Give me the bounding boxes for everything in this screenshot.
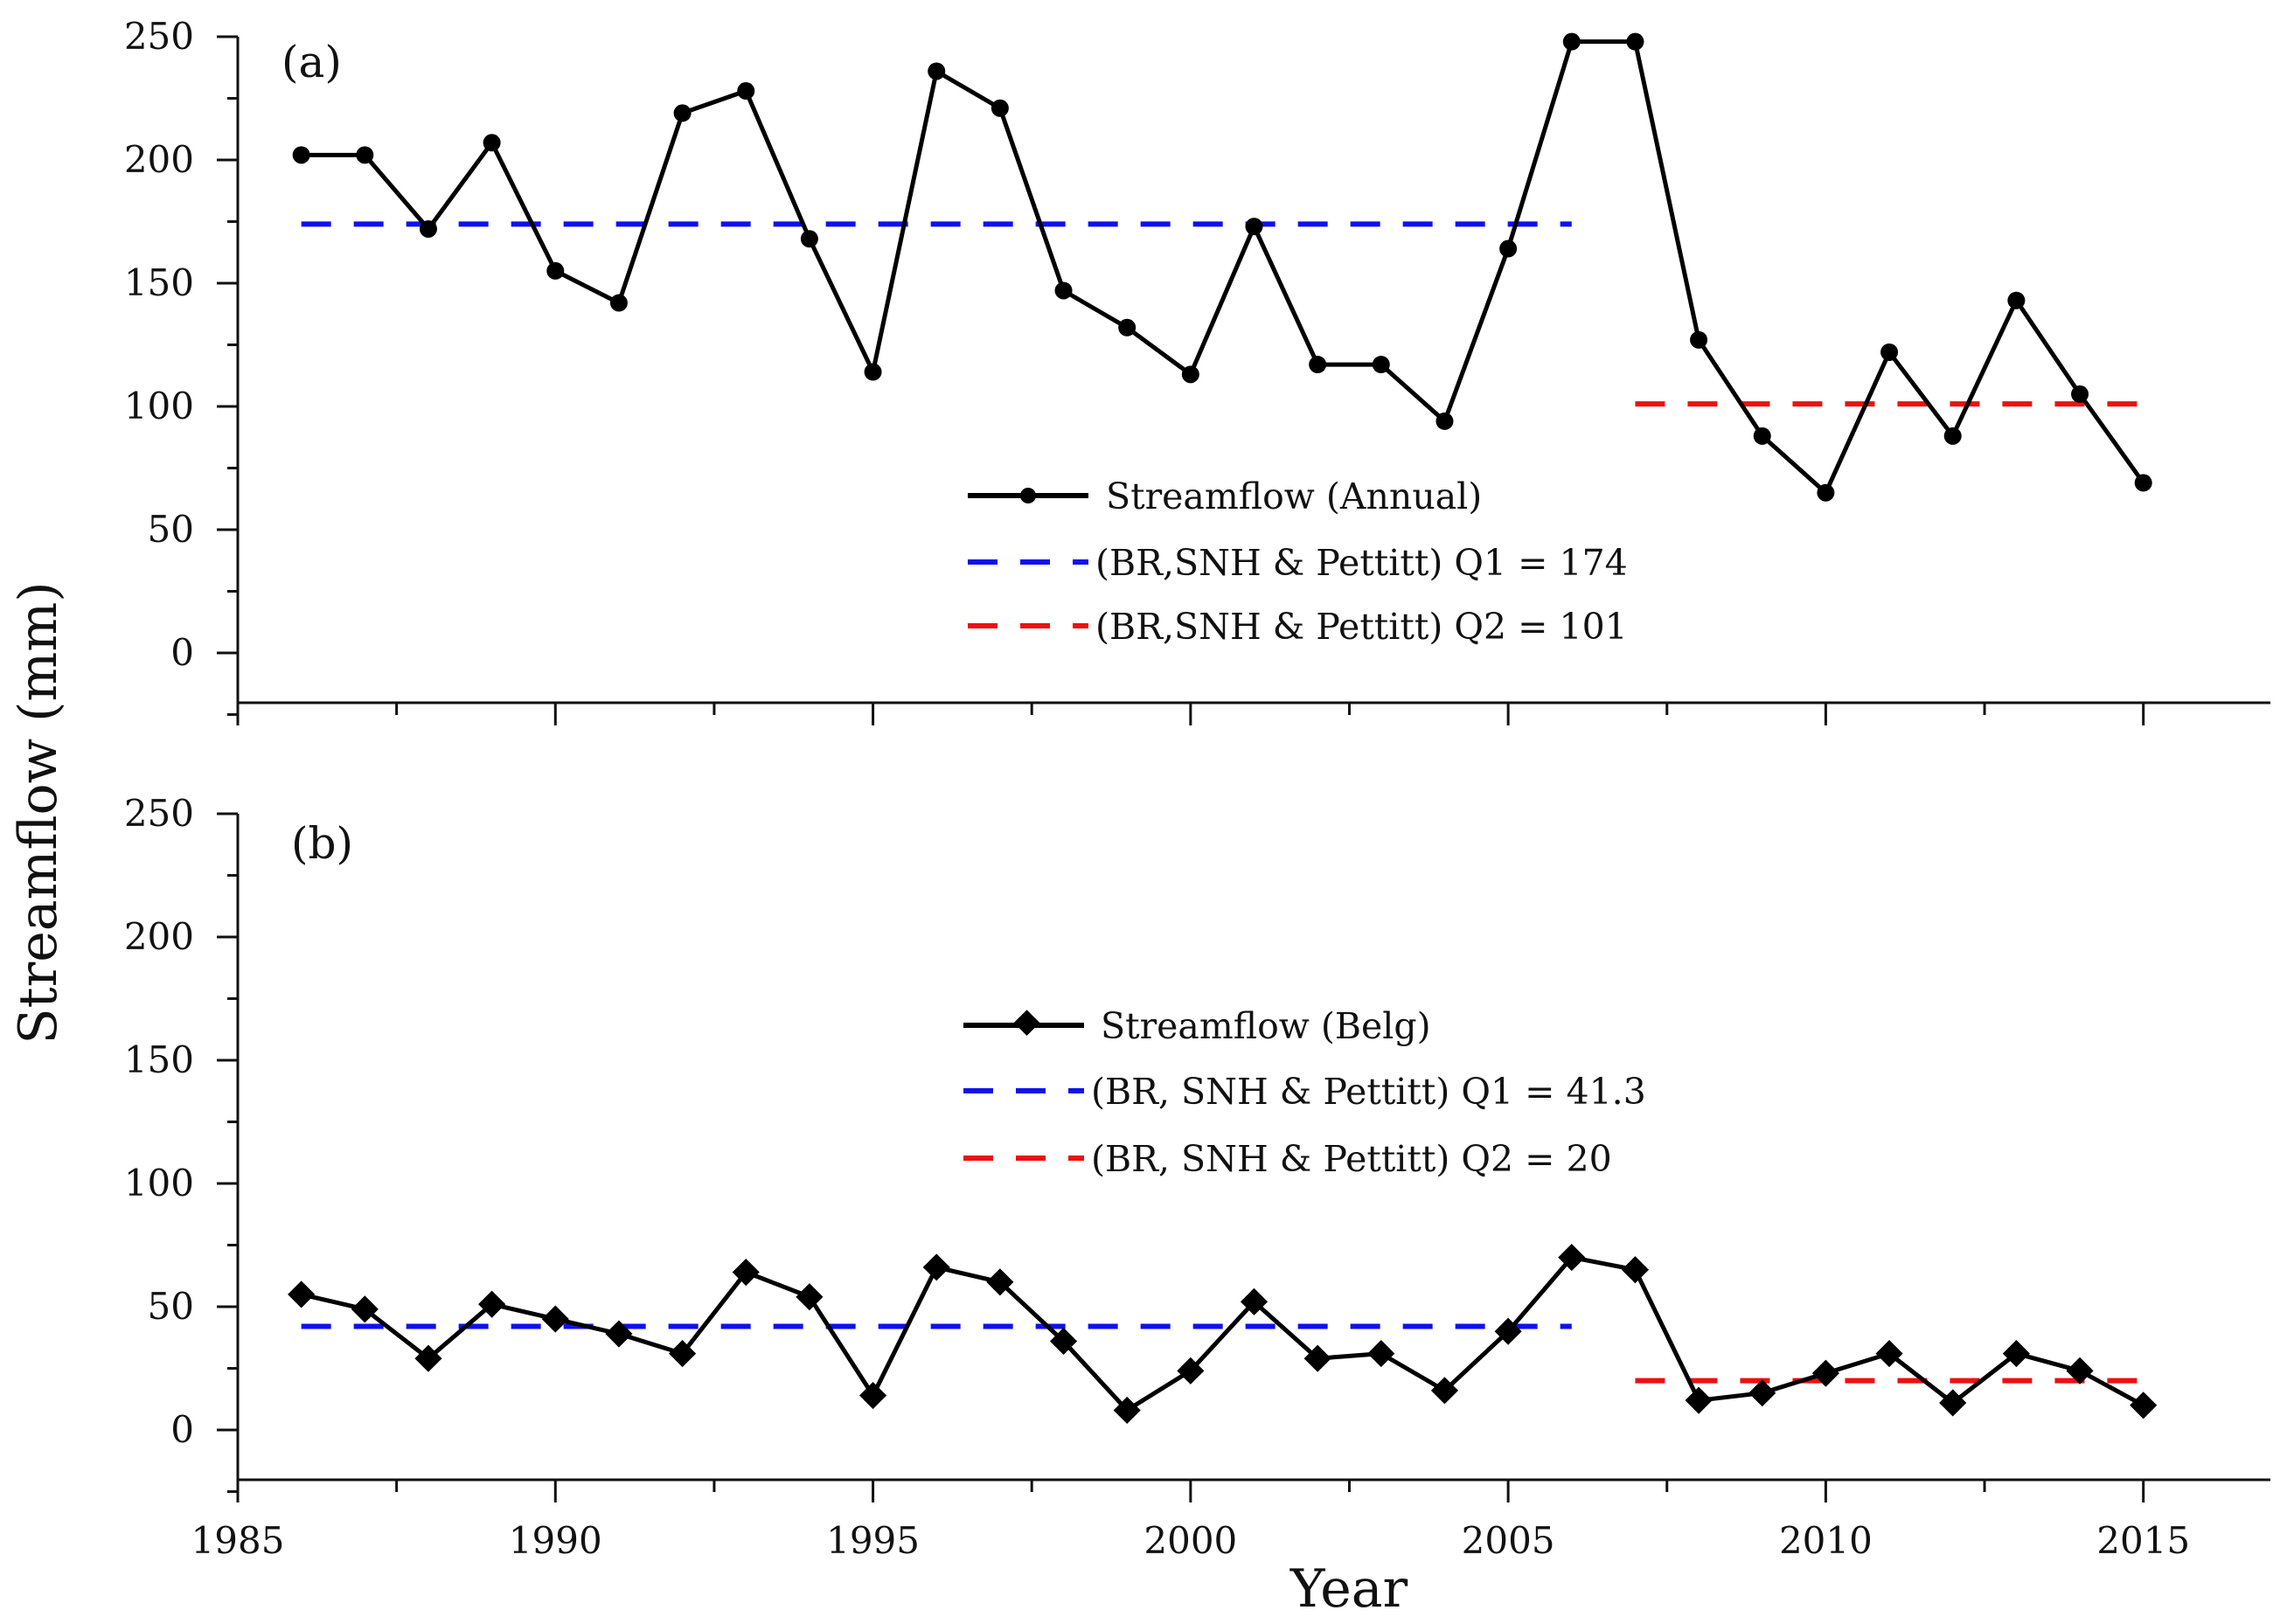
panel-b-data-point <box>1558 1244 1586 1272</box>
panel-b-data-point <box>1049 1327 1078 1356</box>
panel-b-y-tick-label: 100 <box>124 1162 194 1204</box>
panel-a-data-point <box>800 230 818 248</box>
panel-b-y-tick-label: 0 <box>170 1408 194 1451</box>
x-tick-label: 1985 <box>191 1519 285 1562</box>
panel-a-data-point <box>991 99 1009 117</box>
panel-a-data-point <box>1499 239 1518 258</box>
panel-a-data-point <box>737 82 755 101</box>
panel-b-data-point <box>1494 1317 1522 1345</box>
panel-a-data-point <box>546 261 565 280</box>
panel-a-data-point <box>928 62 946 80</box>
panel-a-series <box>292 32 2152 502</box>
panel-a-data-point <box>1817 483 1835 502</box>
panel-a-y-tick-label: 100 <box>124 385 194 427</box>
panel-b-data-point <box>922 1253 950 1281</box>
legend-a-series-label: Streamflow (Annual) <box>1106 475 1482 517</box>
panel-a-data-point <box>1054 281 1073 300</box>
panel-b-data-point <box>1939 1389 1967 1417</box>
legend-a-q1-label: (BR,SNH & Pettitt) Q1 = 174 <box>1095 542 1628 584</box>
panel-b-data-point <box>288 1280 316 1308</box>
panel-b-y-tick-label: 200 <box>124 915 194 958</box>
panel-b-series <box>288 1244 2158 1424</box>
panel-a: 0 50 100 150 200 250 (a) Streamflow (Annual) … <box>124 15 2270 725</box>
panel-a-data-point <box>673 104 692 122</box>
panel-a-y-tick-label: 250 <box>124 15 194 58</box>
panel-b-data-point <box>1303 1344 1331 1372</box>
panel-b-legend: Streamflow (Belg) (BR, SNH & Pettitt) Q1… <box>963 1005 1646 1180</box>
panel-a-label: (a) <box>282 37 342 87</box>
panel-a-legend: Streamflow (Annual) (BR,SNH & Pettitt) Q… <box>968 475 1628 648</box>
panel-a-y-tick-label: 200 <box>124 138 194 181</box>
legend-a-series-sample <box>968 488 1088 503</box>
panel-a-data-point <box>1118 318 1137 337</box>
panel-b-data-point <box>2130 1392 2158 1419</box>
panel-b-y-tick-label: 250 <box>124 792 194 835</box>
panel-a-data-point <box>1880 343 1899 361</box>
y-axis-title: Streamflow (mm) <box>8 581 69 1044</box>
panel-b-data-point <box>414 1344 442 1372</box>
panel-a-data-point <box>1435 412 1454 430</box>
panel-b-data-point <box>351 1295 379 1323</box>
panel-b-data-point <box>2066 1357 2094 1385</box>
panel-a-axes: 0 50 100 150 200 250 <box>124 15 2270 725</box>
panel-a-data-point <box>1309 356 1327 374</box>
x-tick-label: 2010 <box>1779 1519 1873 1562</box>
panel-b-data-point <box>1811 1359 1839 1387</box>
panel-a-data-point <box>1753 427 1771 445</box>
panel-a-data-point <box>419 219 437 238</box>
panel-a-reference-lines <box>301 221 2144 407</box>
panel-a-data-point <box>483 134 501 152</box>
panel-a-data-point <box>1690 330 1708 349</box>
panel-b-y-tick-label: 150 <box>124 1038 194 1081</box>
panel-b-data-point <box>1875 1340 1903 1368</box>
panel-a-data-point <box>1181 365 1199 384</box>
panel-a-data-point <box>609 294 628 312</box>
panel-b-label: (b) <box>291 818 353 869</box>
panel-a-y-tick-label: 0 <box>170 631 194 674</box>
x-tick-label: 1990 <box>509 1519 602 1562</box>
panel-b-y-tick-label: 50 <box>148 1285 194 1328</box>
panel-a-data-point <box>1626 32 1644 51</box>
x-tick-label: 2015 <box>2096 1519 2190 1562</box>
panel-b-data-point <box>1621 1256 1649 1284</box>
panel-a-data-point <box>864 363 882 381</box>
panel-a-y-tick-label: 150 <box>124 261 194 304</box>
x-tick-label: 1995 <box>826 1519 920 1562</box>
x-tick-label: 2005 <box>1462 1519 1555 1562</box>
panel-b-data-point <box>1113 1396 1141 1424</box>
panel-b-axes: 0 50 100 150 200 250 1985 1990 1995 2000 2005 2010 2… <box>124 792 2270 1562</box>
panel-a-data-point <box>292 146 310 164</box>
panel-a-data-point <box>1943 427 1962 445</box>
panel-a-data-point <box>2071 385 2089 403</box>
panel-a-data-point <box>1372 356 1390 374</box>
panel-a-data-point <box>1245 218 1263 236</box>
panel-b-data-point <box>1748 1379 1776 1407</box>
legend-b-series-label: Streamflow (Belg) <box>1101 1005 1431 1047</box>
panel-b-data-point <box>986 1268 1014 1296</box>
panel-b-data-point <box>1367 1340 1395 1368</box>
panel-a-series-line <box>301 39 2145 496</box>
panel-a-y-tick-label: 50 <box>148 508 194 551</box>
legend-a-q2-label: (BR,SNH & Pettitt) Q2 = 101 <box>1095 606 1628 648</box>
panel-a-data-point <box>2007 291 2026 309</box>
panel-b: 0 50 100 150 200 250 1985 1990 1995 2000 2005 2010 2… <box>124 792 2270 1562</box>
x-axis-title: Year <box>1289 1558 1408 1620</box>
legend-b-series-sample <box>963 1010 1084 1037</box>
panel-b-reference-lines <box>301 1323 2144 1384</box>
panel-b-data-point <box>2002 1340 2030 1368</box>
panel-b-data-point <box>1177 1357 1205 1385</box>
legend-b-q1-label: (BR, SNH & Pettitt) Q1 = 41.3 <box>1091 1071 1646 1113</box>
panel-a-data-point <box>1562 32 1581 51</box>
panel-a-data-point <box>356 146 374 164</box>
panel-b-data-point <box>1685 1386 1713 1414</box>
legend-b-q2-label: (BR, SNH & Pettitt) Q2 = 20 <box>1091 1138 1612 1180</box>
x-tick-label: 2000 <box>1143 1519 1237 1562</box>
panel-b-data-point <box>1430 1377 1459 1405</box>
panel-b-data-point <box>1240 1287 1269 1315</box>
panel-a-data-point <box>2134 474 2152 492</box>
